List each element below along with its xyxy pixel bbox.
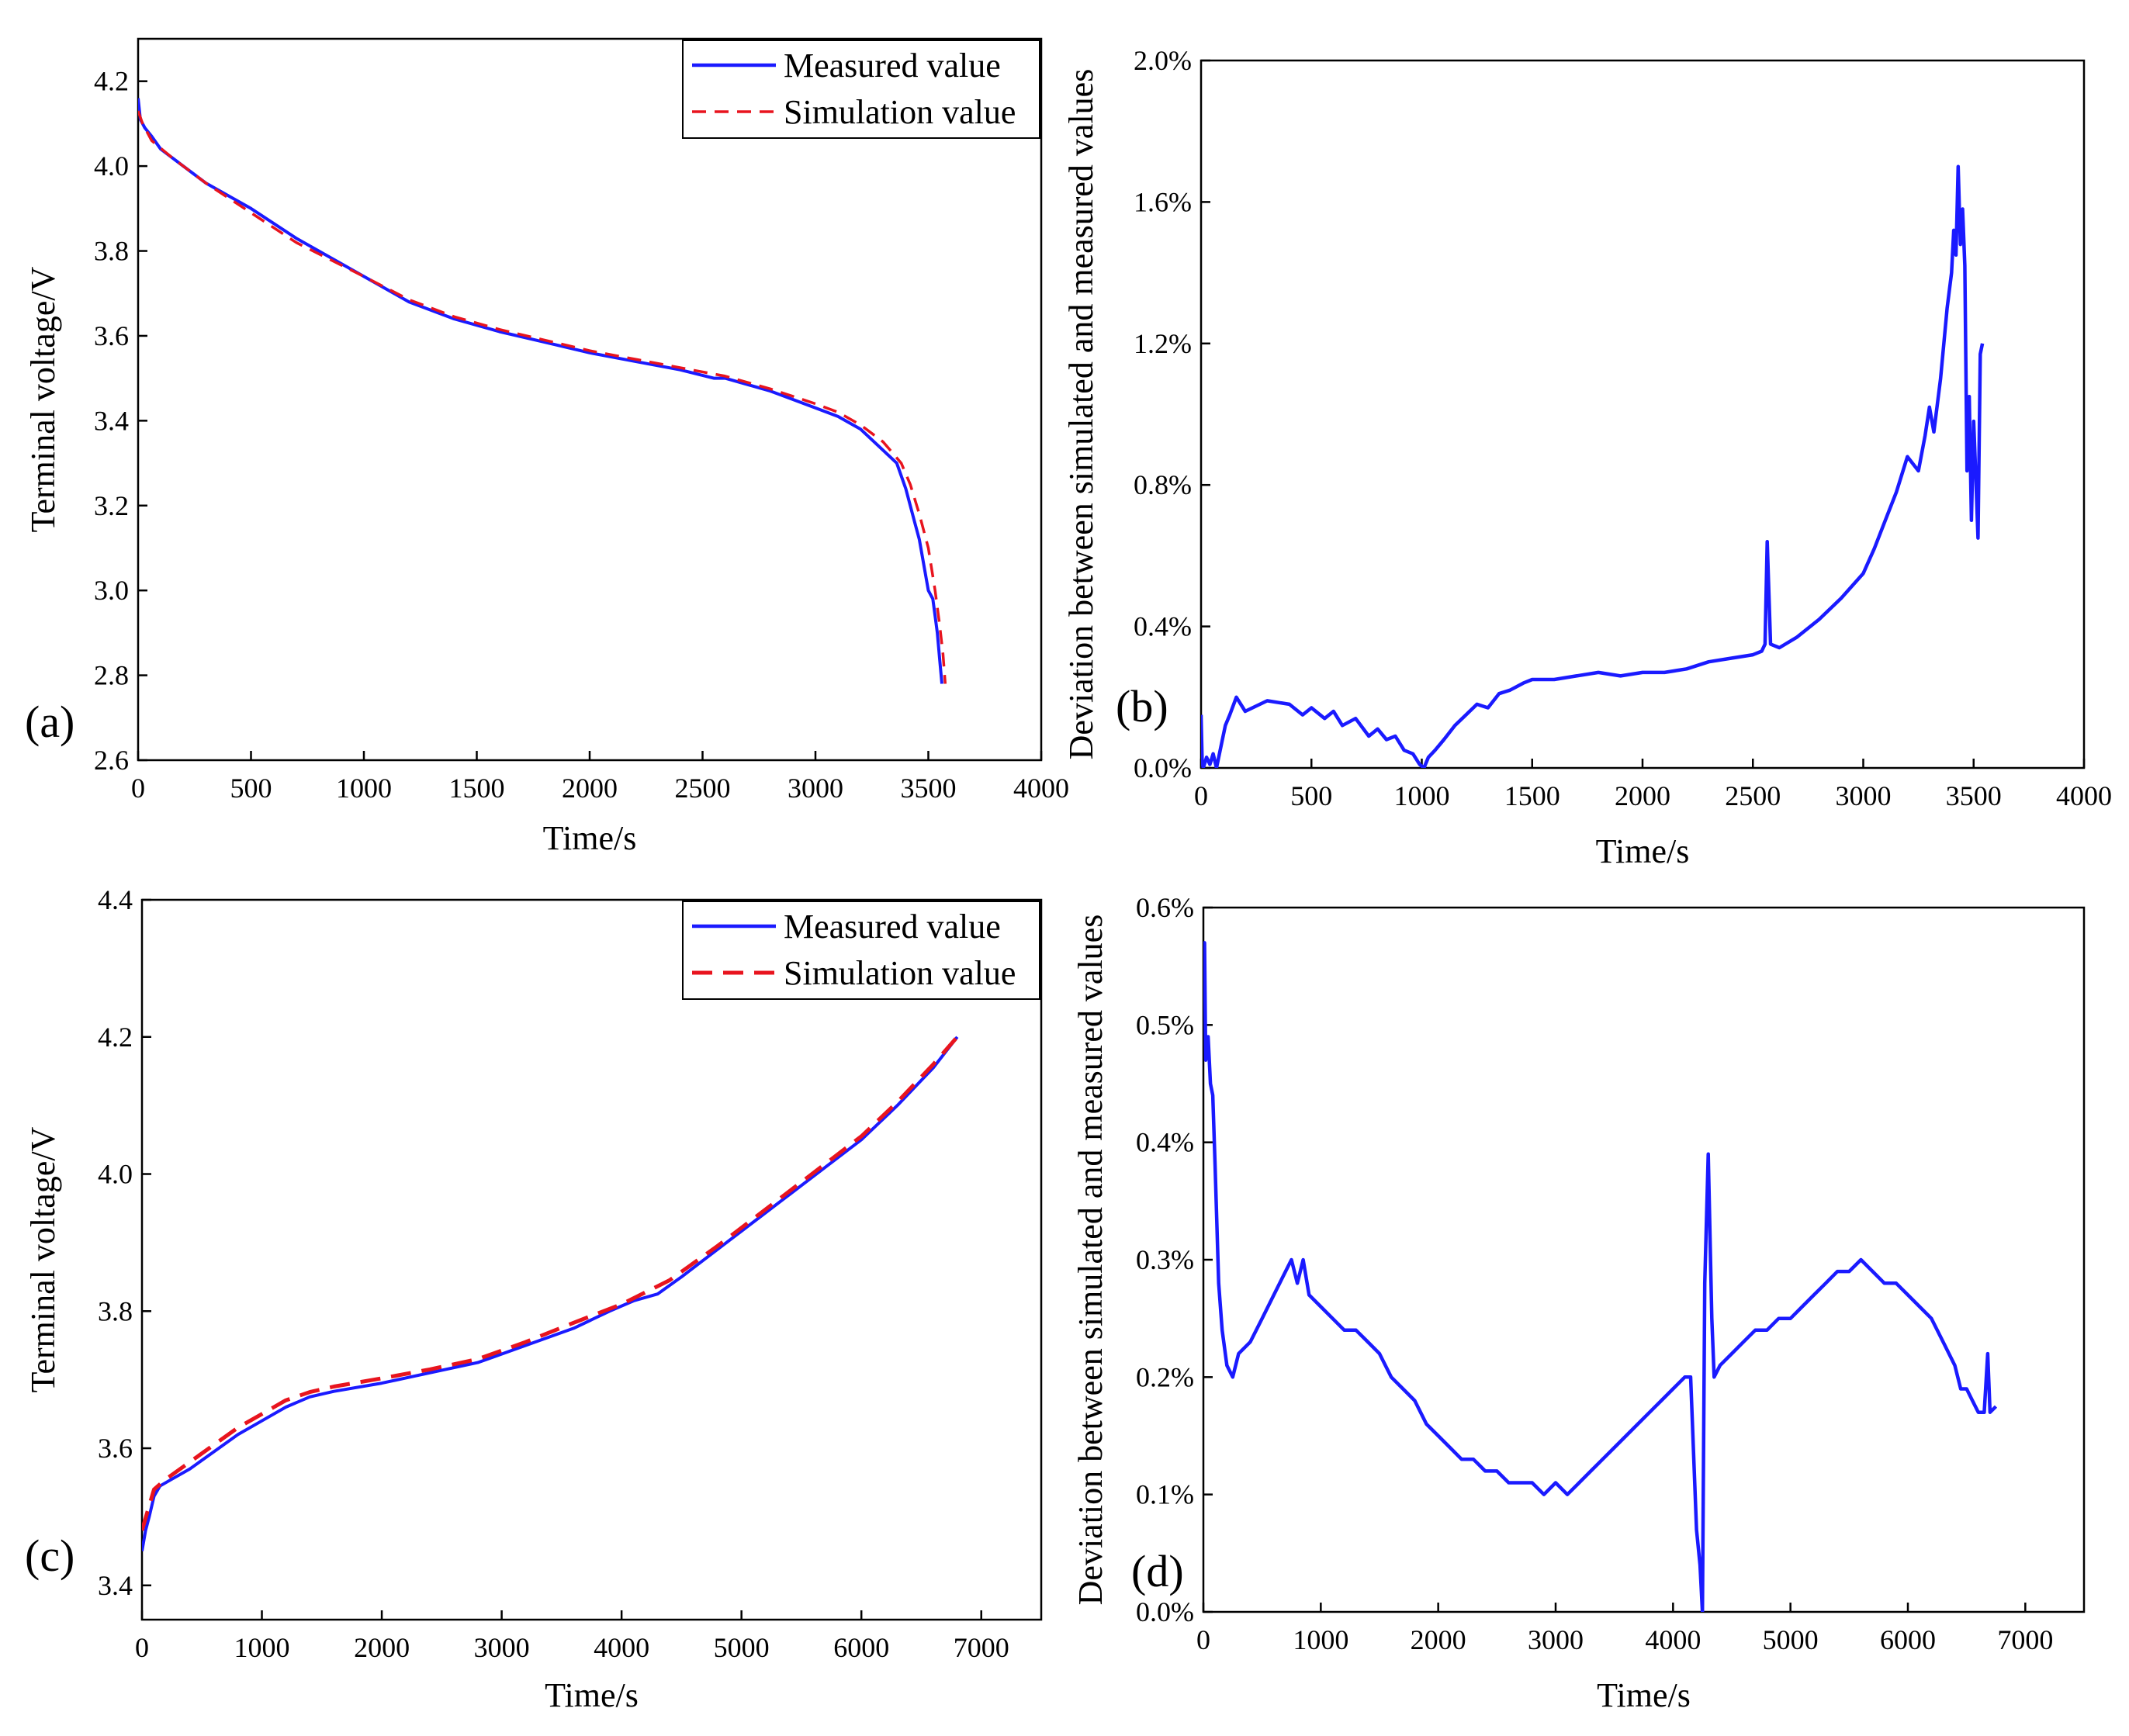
legend-entry: Simulation value (784, 93, 1016, 131)
x-tick-label: 3000 (1528, 1624, 1584, 1655)
series-line-deviation (1201, 164, 1985, 768)
x-tick-label: 0 (131, 773, 145, 804)
plot-frame (137, 37, 1043, 762)
x-tick-label: 1000 (1394, 780, 1450, 811)
x-tick-label: 7000 (954, 1632, 1009, 1663)
x-tick-label: 5000 (714, 1632, 770, 1663)
x-tick-label: 0 (1196, 1624, 1210, 1655)
x-tick-label: 1000 (336, 773, 392, 804)
x-tick-label: 0 (135, 1632, 149, 1663)
x-axis-title: Time/s (1597, 1676, 1691, 1714)
y-tick-label: 0.6% (1136, 892, 1194, 923)
y-tick-label: 3.4 (98, 1570, 133, 1601)
chart-panel-3: 0 1000 2000 3000 4000 5000 6000 7000 3.4 3.6 3.8 4.… (24, 884, 1043, 1714)
y-tick-label: 3.2 (94, 490, 129, 521)
y-tick-label: 4.2 (98, 1022, 133, 1053)
y-axis-title: Deviation between simulated and measured… (1071, 915, 1110, 1606)
x-tick-label: 500 (230, 773, 272, 804)
series-line-deviation (1203, 941, 1998, 1612)
y-tick-label: 0.8% (1134, 469, 1192, 500)
y-tick-label: 4.0 (98, 1159, 133, 1190)
y-tick-label: 2.8 (94, 660, 129, 691)
y-axis-title: Terminal voltage/V (24, 266, 62, 532)
legend: Measured value Simulation value (682, 901, 1040, 1000)
x-tick-label: 2000 (1411, 1624, 1466, 1655)
x-tick-label: 1000 (1293, 1624, 1348, 1655)
panel-label: (d) (1131, 1546, 1184, 1596)
x-tick-label: 2500 (1725, 780, 1781, 811)
x-tick-label: 1500 (449, 773, 505, 804)
y-tick-label: 3.0 (94, 575, 129, 606)
x-axis-title: Time/s (543, 819, 637, 857)
y-tick-label: 2.6 (94, 745, 129, 776)
y-tick-label: 3.4 (94, 405, 129, 436)
legend-box (682, 901, 1040, 1000)
x-tick-label: 6000 (833, 1632, 889, 1663)
y-tick-label: 0.0% (1136, 1596, 1194, 1627)
x-tick-label: 0 (1194, 780, 1208, 811)
legend: Measured value Simulation value (682, 40, 1040, 139)
x-tick-label: 6000 (1880, 1624, 1936, 1655)
y-tick-label: 4.2 (94, 66, 129, 97)
x-tick-label: 1500 (1504, 780, 1560, 811)
plot-frame (1202, 906, 2086, 1613)
x-tick-label: 4000 (1645, 1624, 1701, 1655)
x-tick-label: 3000 (1836, 780, 1892, 811)
chart-panel-4: 0 1000 2000 3000 4000 5000 6000 7000 0.0% 0.1% 0.2… (1071, 892, 2086, 1714)
panel-label: (a) (25, 697, 74, 747)
y-tick-label: 4.4 (98, 884, 133, 915)
y-tick-label: 3.6 (98, 1433, 133, 1464)
y-tick-label: 0.1% (1136, 1479, 1194, 1510)
x-tick-label: 500 (1290, 780, 1332, 811)
y-tick-label: 0.0% (1134, 752, 1192, 783)
x-tick-label: 2000 (1615, 780, 1670, 811)
plot-frame (140, 898, 1043, 1621)
y-tick-label: 1.2% (1134, 328, 1192, 359)
y-tick-label: 3.6 (94, 320, 129, 351)
y-tick-label: 0.4% (1136, 1127, 1194, 1158)
x-tick-label: 4000 (1013, 773, 1069, 804)
x-tick-label: 1000 (234, 1632, 290, 1663)
y-tick-label: 3.8 (98, 1295, 133, 1326)
legend-entry: Simulation value (784, 954, 1016, 992)
x-tick-label: 3000 (474, 1632, 530, 1663)
x-tick-label: 3000 (788, 773, 843, 804)
x-tick-label: 3500 (901, 773, 957, 804)
y-axis-title: Deviation between simulated and measured… (1062, 69, 1100, 760)
y-tick-label: 0.3% (1136, 1244, 1194, 1275)
series-line-simulation-value (142, 1036, 959, 1531)
chart-panel-1: 0 500 1000 1500 2000 2500 3000 3500 4000 2.6 2.8 3.… (24, 37, 1069, 857)
panel-label: (c) (25, 1530, 74, 1581)
y-tick-label: 0.4% (1134, 611, 1192, 642)
x-tick-label: 3500 (1946, 780, 2002, 811)
plot-frame (1200, 59, 2086, 769)
legend-entry: Measured value (784, 908, 1001, 946)
series-line-simulation-value (138, 110, 947, 684)
y-axis-title: Terminal voltage/V (24, 1126, 62, 1392)
legend-box (682, 40, 1040, 139)
x-tick-label: 4000 (2056, 780, 2112, 811)
x-tick-label: 2500 (675, 773, 731, 804)
x-tick-label: 2000 (562, 773, 618, 804)
panel-label: (b) (1116, 681, 1168, 731)
y-tick-label: 4.0 (94, 150, 129, 182)
x-axis-title: Time/s (545, 1676, 639, 1714)
series-line-measured-value (142, 1036, 959, 1551)
x-tick-label: 5000 (1763, 1624, 1819, 1655)
x-axis-title: Time/s (1596, 832, 1690, 870)
x-tick-label: 2000 (354, 1632, 410, 1663)
y-tick-label: 0.2% (1136, 1361, 1194, 1392)
legend-entry: Measured value (784, 47, 1001, 85)
y-tick-label: 0.5% (1136, 1009, 1194, 1040)
y-tick-label: 1.6% (1134, 186, 1192, 217)
x-tick-label: 7000 (1997, 1624, 2053, 1655)
chart-panel-2: 0 500 1000 1500 2000 2500 3000 3500 4000 0.0% 0.4%… (1062, 45, 2112, 870)
y-tick-label: 3.8 (94, 236, 129, 267)
series-line-measured-value (138, 98, 943, 684)
y-tick-label: 2.0% (1134, 45, 1192, 76)
x-tick-label: 4000 (594, 1632, 649, 1663)
